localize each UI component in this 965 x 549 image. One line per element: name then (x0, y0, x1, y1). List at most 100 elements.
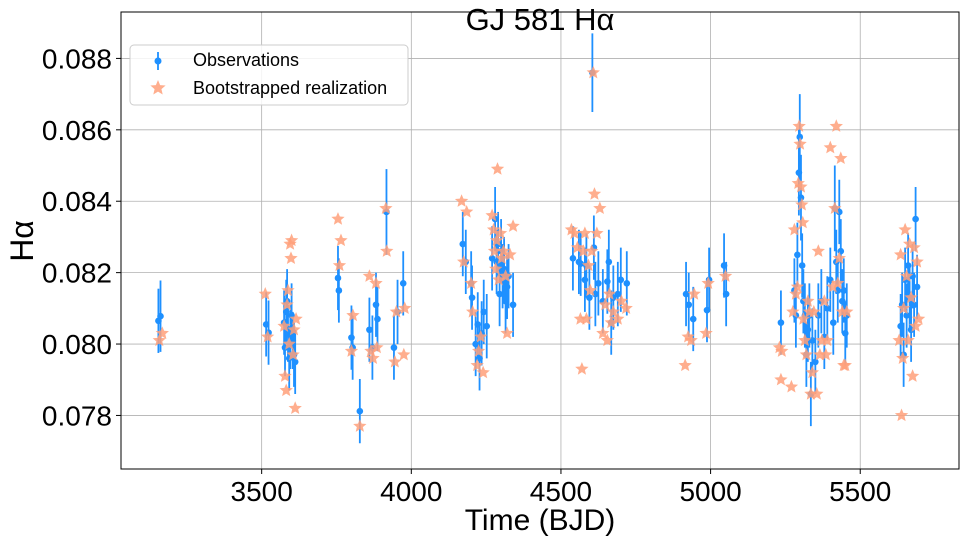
realization-star (787, 222, 802, 236)
observation-point (830, 290, 837, 355)
realization-star (586, 65, 600, 79)
realization-star (796, 312, 811, 325)
realization-star (611, 312, 625, 325)
observation-point (509, 272, 517, 337)
realization-star (796, 215, 810, 229)
realization-star (831, 276, 845, 290)
observation-marker (796, 133, 804, 141)
observation-point (374, 286, 381, 352)
realization-star (784, 379, 799, 393)
realization-star (464, 276, 478, 290)
realization-star (282, 337, 296, 350)
realization-star (470, 358, 484, 372)
legend-realization-marker (150, 80, 166, 95)
realization-star (398, 301, 412, 314)
observation-marker (157, 312, 164, 320)
realization-star (811, 244, 825, 257)
observation-marker (797, 194, 805, 201)
observation-point (480, 279, 488, 345)
chart-title: GJ 581 Hα (466, 2, 615, 37)
observation-point (913, 254, 921, 320)
realization-star (908, 319, 923, 332)
realization-star (786, 304, 800, 318)
observation-marker (794, 251, 801, 259)
realization-star (684, 333, 698, 347)
realization-star (260, 329, 275, 343)
x-tick-label: 4000 (380, 476, 442, 507)
observation-point (474, 292, 482, 357)
realization-star (289, 312, 303, 325)
realization-star (905, 369, 920, 382)
realization-star (799, 347, 814, 361)
realization-star (792, 119, 806, 132)
realization-star (896, 301, 911, 314)
observation-marker (685, 301, 693, 309)
observation-point (912, 186, 919, 252)
realization-star (503, 247, 517, 261)
realization-star (379, 201, 393, 215)
observation-marker (509, 301, 517, 309)
realization-star (278, 369, 292, 382)
realization-star (794, 179, 808, 193)
realization-star (790, 279, 805, 293)
realization-star (485, 208, 499, 222)
realization-star (907, 240, 921, 254)
realization-star (614, 294, 629, 307)
realization-star (585, 244, 599, 257)
realization-star (331, 212, 345, 225)
realization-star (823, 140, 837, 154)
observation-marker (840, 287, 848, 294)
observation-point (577, 231, 585, 296)
realization-star (619, 301, 633, 314)
realization-star (495, 251, 509, 265)
realization-star (332, 258, 347, 272)
realization-star (366, 351, 380, 364)
observation-marker (913, 283, 921, 291)
realization-star (581, 258, 596, 272)
realization-star (606, 304, 620, 318)
observation-marker (824, 305, 831, 312)
realization-star (600, 333, 614, 347)
observation-point (682, 261, 690, 327)
realization-star (829, 119, 843, 132)
observation-marker (348, 334, 355, 341)
observation-point (903, 283, 910, 348)
realization-star (370, 340, 384, 354)
realization-star (277, 319, 291, 332)
realization-star (819, 347, 833, 361)
realization-star (838, 358, 852, 372)
realization-star (498, 269, 513, 282)
observation-point (798, 233, 806, 298)
realization-star (598, 297, 612, 311)
realization-star (775, 344, 789, 357)
realization-star (388, 354, 402, 368)
realization-star (362, 269, 377, 282)
observation-marker (912, 215, 919, 223)
realization-star (795, 197, 809, 211)
observation-marker (623, 280, 631, 287)
realization-star (258, 287, 272, 300)
realization-star (457, 254, 471, 268)
observation-point (468, 265, 476, 330)
observation-point (685, 272, 693, 337)
realization-star (389, 304, 403, 318)
realization-star (466, 304, 480, 318)
realization-star (910, 254, 924, 268)
realization-star (489, 233, 504, 247)
realization-star (893, 247, 908, 261)
realization-star (284, 233, 299, 247)
observation-point (291, 329, 299, 395)
observation-marker (614, 290, 622, 298)
realization-star (911, 312, 926, 325)
realization-star (286, 347, 300, 361)
x-tick-label: 3500 (231, 476, 293, 507)
realization-star (476, 365, 490, 379)
realization-star (155, 326, 169, 339)
realization-star (471, 344, 486, 357)
realization-star (593, 201, 607, 215)
realization-star (346, 308, 360, 322)
y-tick-label: 0.088 (42, 43, 112, 74)
realization-star (583, 283, 597, 297)
